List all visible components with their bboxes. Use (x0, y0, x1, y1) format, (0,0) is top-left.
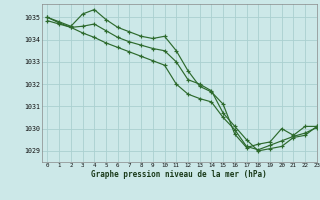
X-axis label: Graphe pression niveau de la mer (hPa): Graphe pression niveau de la mer (hPa) (91, 170, 267, 179)
